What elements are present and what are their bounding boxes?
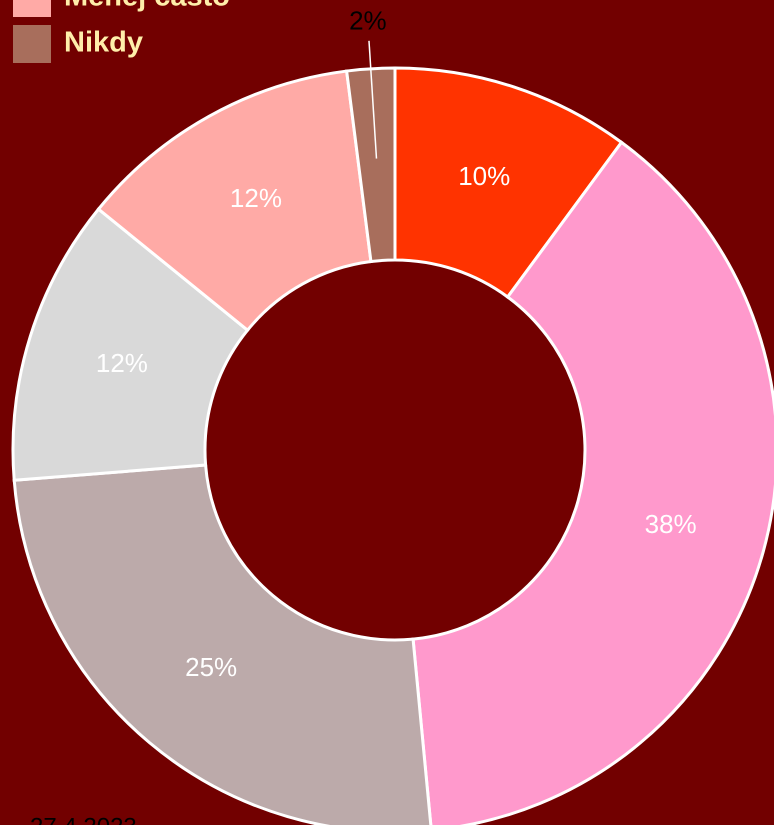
- data-label: 10%: [458, 161, 510, 191]
- legend-swatch: [13, 25, 51, 63]
- legend-label: Menej často: [64, 0, 230, 13]
- data-label: 38%: [645, 509, 697, 539]
- date: 27.4.2023: [30, 813, 137, 825]
- data-label: 12%: [230, 183, 282, 213]
- data-label: 25%: [185, 652, 237, 682]
- donut-slice: [411, 140, 774, 825]
- leader-line: [368, 40, 378, 159]
- legend-swatch: [13, 0, 51, 17]
- donut-slice: [344, 66, 397, 264]
- donut-slice: [11, 207, 250, 482]
- donut-slice: [12, 463, 433, 825]
- legend-label: Nikdy: [64, 27, 143, 59]
- donut-slice: [96, 69, 373, 333]
- data-label: 12%: [96, 348, 148, 378]
- data-label: 2%: [349, 6, 387, 36]
